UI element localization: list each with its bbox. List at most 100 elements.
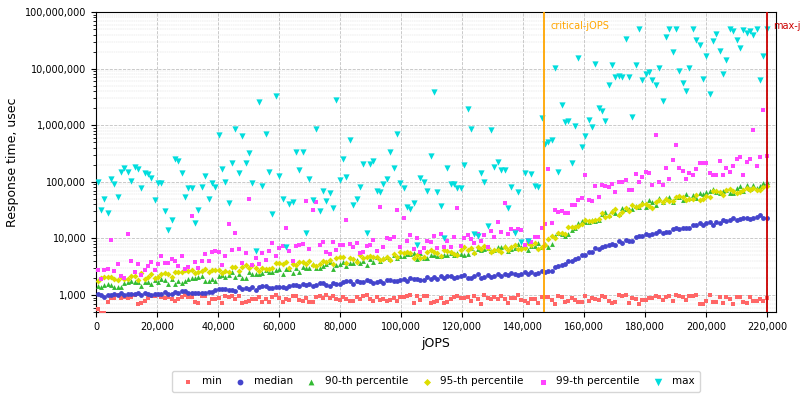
median — [744, 216, 757, 223]
95-th percentile — [518, 244, 531, 251]
95-th percentile — [454, 247, 467, 253]
99-th percentile — [666, 156, 679, 163]
90-th percentile — [720, 187, 733, 193]
95-th percentile — [461, 247, 474, 253]
max — [387, 165, 400, 171]
median — [676, 225, 689, 231]
X-axis label: jOPS: jOPS — [422, 337, 450, 350]
90-th percentile — [195, 273, 208, 279]
max — [633, 26, 646, 32]
95-th percentile — [468, 250, 481, 256]
90-th percentile — [613, 211, 626, 218]
95-th percentile — [418, 254, 430, 260]
median — [122, 291, 134, 297]
min — [659, 293, 672, 300]
max — [438, 234, 450, 241]
median — [690, 222, 702, 228]
median — [633, 233, 646, 240]
99-th percentile — [508, 228, 521, 234]
95-th percentile — [478, 243, 490, 249]
90-th percentile — [639, 204, 652, 210]
90-th percentile — [172, 278, 185, 284]
90-th percentile — [549, 232, 562, 239]
max — [734, 44, 746, 51]
median — [404, 274, 417, 281]
min — [343, 298, 356, 305]
max — [212, 132, 225, 138]
min — [723, 296, 736, 302]
max — [360, 230, 373, 236]
95-th percentile — [242, 265, 255, 272]
min — [198, 292, 211, 299]
median — [616, 240, 629, 246]
min — [542, 294, 554, 300]
median — [572, 255, 585, 261]
max — [219, 179, 232, 186]
90-th percentile — [326, 265, 339, 272]
min — [482, 294, 494, 301]
90-th percentile — [616, 204, 629, 211]
max — [659, 34, 672, 40]
90-th percentile — [525, 243, 538, 249]
95-th percentile — [697, 196, 710, 202]
max — [474, 170, 487, 176]
90-th percentile — [337, 259, 350, 265]
99-th percentile — [192, 265, 205, 271]
min — [306, 299, 319, 306]
min — [256, 299, 269, 305]
99-th percentile — [367, 237, 380, 244]
90-th percentile — [727, 190, 740, 196]
95-th percentile — [532, 246, 545, 252]
99-th percentile — [169, 258, 182, 265]
95-th percentile — [310, 263, 322, 270]
max — [693, 42, 706, 48]
95-th percentile — [407, 255, 420, 262]
max — [427, 88, 440, 95]
min — [676, 294, 689, 300]
median — [145, 292, 158, 298]
max — [125, 178, 138, 184]
median — [226, 287, 238, 293]
min — [673, 293, 686, 299]
median — [262, 285, 275, 291]
median — [343, 278, 356, 284]
99-th percentile — [239, 249, 252, 256]
90-th percentile — [296, 264, 309, 271]
median — [538, 269, 551, 276]
95-th percentile — [750, 186, 763, 193]
min — [131, 300, 144, 307]
99-th percentile — [215, 262, 228, 268]
min — [189, 299, 202, 305]
90-th percentile — [502, 248, 514, 254]
99-th percentile — [693, 160, 706, 166]
max — [636, 77, 649, 84]
max — [532, 184, 545, 190]
95-th percentile — [636, 201, 649, 208]
99-th percentile — [334, 242, 346, 248]
median — [296, 281, 309, 288]
max — [589, 61, 602, 67]
max — [639, 71, 652, 78]
99-th percentile — [262, 248, 275, 254]
90-th percentile — [158, 276, 171, 283]
90-th percentile — [434, 252, 447, 259]
median — [189, 289, 202, 296]
median — [303, 281, 316, 288]
99-th percentile — [757, 106, 770, 113]
99-th percentile — [602, 184, 615, 190]
99-th percentile — [186, 213, 198, 219]
max — [690, 37, 702, 43]
min — [465, 298, 478, 304]
max — [761, 26, 774, 32]
max — [394, 180, 406, 186]
median — [680, 225, 693, 231]
min — [448, 294, 461, 300]
90-th percentile — [340, 263, 353, 269]
min — [663, 292, 676, 299]
95-th percentile — [673, 193, 686, 200]
90-th percentile — [666, 199, 679, 206]
max — [354, 184, 366, 190]
median — [418, 276, 430, 283]
min — [535, 294, 548, 300]
median — [431, 276, 444, 282]
